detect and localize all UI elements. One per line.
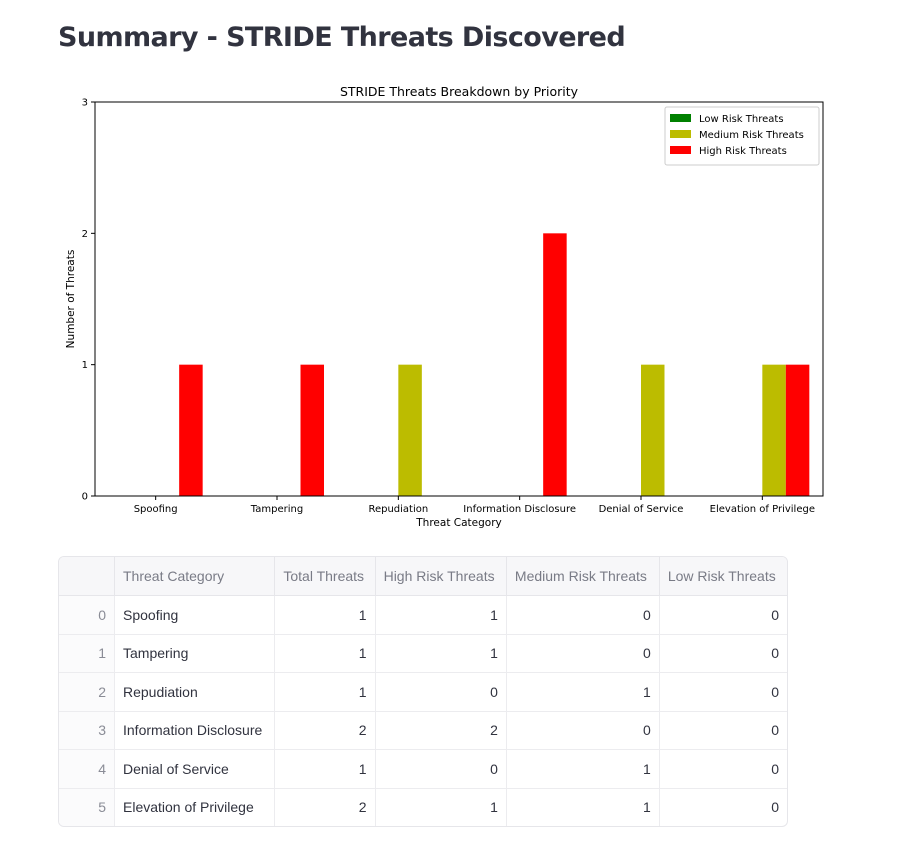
cell-low-risk[interactable]: 0 [659, 672, 787, 712]
cell-threat-category[interactable]: Information Disclosure [114, 711, 276, 750]
table-row[interactable]: 2 Repudiation 1 0 1 0 [59, 672, 787, 712]
cell-threat-category[interactable]: Denial of Service [114, 749, 276, 789]
bar-high-risk-threats [300, 364, 324, 496]
legend-label: Medium Risk Threats [699, 130, 804, 141]
column-header-low-risk[interactable]: Low Risk Threats [659, 557, 787, 596]
bar-medium-risk-threats [641, 364, 665, 496]
bar-high-risk-threats [179, 364, 203, 496]
cell-high-risk[interactable]: 0 [375, 672, 507, 712]
bar-medium-risk-threats [398, 364, 422, 496]
chart-title: STRIDE Threats Breakdown by Priority [340, 84, 579, 99]
table-row[interactable]: 0 Spoofing 1 1 0 0 [59, 595, 787, 635]
cell-total-threats[interactable]: 1 [274, 672, 376, 712]
table-header-row: Threat Category Total Threats High Risk … [59, 557, 787, 596]
legend-label: Low Risk Threats [699, 114, 784, 125]
page-title: Summary - STRIDE Threats Discovered [58, 22, 626, 53]
cell-medium-risk[interactable]: 1 [506, 788, 660, 826]
table-row[interactable]: 5 Elevation of Privilege 2 1 1 0 [59, 788, 787, 826]
x-tick-label: Information Disclosure [463, 504, 576, 515]
legend-label: High Risk Threats [699, 146, 787, 157]
row-index: 1 [59, 634, 115, 673]
legend-swatch [670, 146, 691, 154]
column-header-medium-risk[interactable]: Medium Risk Threats [506, 557, 660, 596]
cell-medium-risk[interactable]: 0 [506, 634, 660, 673]
legend-box [664, 106, 820, 166]
cell-threat-category[interactable]: Elevation of Privilege [114, 788, 276, 826]
y-tick-label: 3 [82, 98, 88, 109]
cell-threat-category[interactable]: Tampering [114, 634, 276, 673]
cell-total-threats[interactable]: 2 [274, 711, 376, 750]
cell-medium-risk[interactable]: 1 [506, 672, 660, 712]
cell-high-risk[interactable]: 0 [375, 749, 507, 789]
table-row[interactable]: 4 Denial of Service 1 0 1 0 [59, 749, 787, 789]
cell-medium-risk[interactable]: 0 [506, 595, 660, 635]
table-row[interactable]: 1 Tampering 1 1 0 0 [59, 634, 787, 673]
cell-medium-risk[interactable]: 0 [506, 711, 660, 750]
cell-high-risk[interactable]: 1 [375, 595, 507, 635]
cell-total-threats[interactable]: 2 [274, 788, 376, 826]
y-tick-label: 0 [82, 492, 88, 503]
plot-frame [94, 101, 824, 497]
cell-total-threats[interactable]: 1 [274, 634, 376, 673]
column-header-high-risk[interactable]: High Risk Threats [375, 557, 507, 596]
cell-low-risk[interactable]: 0 [659, 749, 787, 789]
cell-medium-risk[interactable]: 1 [506, 749, 660, 789]
cell-threat-category[interactable]: Repudiation [114, 672, 276, 712]
threats-bar-chart: STRIDE Threats Breakdown by Priority 0 1 2 3… [65, 84, 824, 529]
cell-high-risk[interactable]: 2 [375, 711, 507, 750]
bar-medium-risk-threats [762, 364, 786, 496]
column-header-total-threats[interactable]: Total Threats [274, 557, 376, 596]
cell-high-risk[interactable]: 1 [375, 788, 507, 826]
bar-high-risk-threats [543, 233, 567, 497]
bar-high-risk-threats [785, 364, 810, 496]
row-index: 3 [59, 711, 115, 750]
cell-total-threats[interactable]: 1 [274, 595, 376, 635]
row-index: 2 [59, 672, 115, 712]
x-tick-label: Spoofing [134, 504, 178, 515]
column-header-threat-category[interactable]: Threat Category [114, 557, 276, 596]
cell-total-threats[interactable]: 1 [274, 749, 376, 789]
cell-threat-category[interactable]: Spoofing [114, 595, 276, 635]
row-index: 0 [59, 595, 115, 635]
y-tick-label: 2 [82, 229, 88, 240]
x-tick-label: Repudiation [368, 504, 428, 515]
column-header-index[interactable] [59, 557, 115, 596]
threats-summary-table[interactable]: Threat Category Total Threats High Risk … [58, 556, 788, 827]
x-tick-label: Denial of Service [599, 504, 684, 515]
legend-swatch [670, 130, 691, 138]
cell-low-risk[interactable]: 0 [659, 634, 787, 673]
y-tick-label: 1 [82, 360, 88, 371]
legend-swatch [670, 114, 691, 122]
cell-low-risk[interactable]: 0 [771, 799, 779, 816]
x-axis-label: Threat Category [415, 517, 501, 529]
row-index: 4 [59, 749, 115, 789]
cell-low-risk[interactable]: 0 [659, 595, 787, 635]
cell-low-risk[interactable]: 0 [659, 711, 787, 750]
x-tick-label: Elevation of Privilege [710, 504, 815, 515]
table-row[interactable]: 3 Information Disclosure 2 2 0 0 [59, 711, 787, 750]
cell-high-risk[interactable]: 1 [375, 634, 507, 673]
row-index: 5 [59, 788, 115, 826]
y-axis-label: Number of Threats [65, 250, 77, 349]
x-tick-label: Tampering [250, 504, 303, 515]
